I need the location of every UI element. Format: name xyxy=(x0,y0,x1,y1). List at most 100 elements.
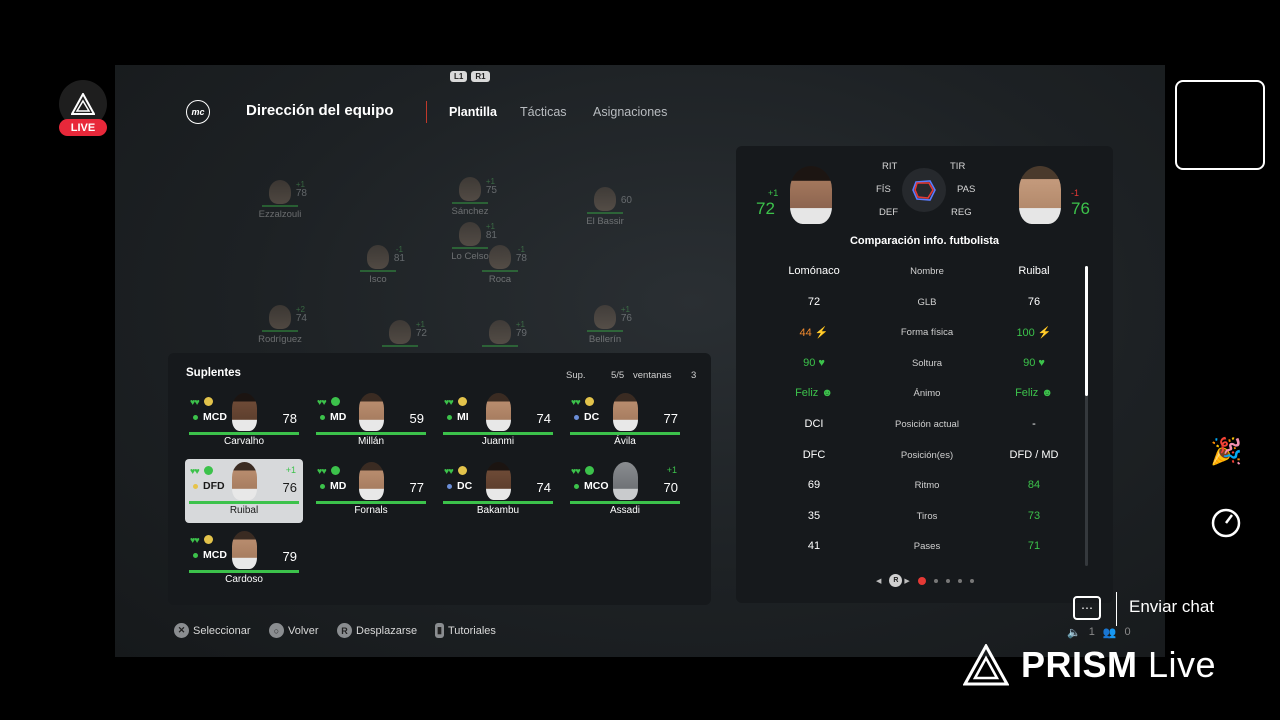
row-label: Pases xyxy=(913,541,941,553)
sub-player-card[interactable]: ♥♥ MI 74 Juanmi xyxy=(439,390,557,454)
radar-chart xyxy=(902,168,946,212)
comparison-scrollbar-track[interactable] xyxy=(1085,266,1088,566)
pager-left-arrow-icon[interactable]: ◀ xyxy=(876,577,882,585)
fitness-bar xyxy=(316,432,426,435)
left-value: 72 xyxy=(807,295,821,308)
chemistry-hearts-icon: ♥♥ xyxy=(190,466,200,476)
sub-player-card[interactable]: ♥♥ MD 77 Fornals xyxy=(312,459,430,523)
player-face xyxy=(269,180,291,204)
sub-player-card[interactable]: ♥♥ MCO +1 70 Assadi xyxy=(566,459,684,523)
sub-player-card[interactable]: ♥♥ MD 59 Millán xyxy=(312,390,430,454)
sub-player-card[interactable]: ♥♥ MCD 79 Cardoso xyxy=(185,528,303,592)
right-player-portrait xyxy=(1019,166,1061,224)
pitch-player[interactable]: -1 78 Roca xyxy=(465,245,535,285)
comparison-row: 35 Tiros 73 xyxy=(736,510,1086,530)
player-rating: 70 xyxy=(663,480,678,495)
status-dot xyxy=(320,484,325,489)
pitch-player[interactable]: +1 72 xyxy=(365,320,435,349)
pitch-player[interactable]: +1 78 Ezzalzouli xyxy=(245,180,315,220)
player-face xyxy=(594,305,616,329)
player-rating: 77 xyxy=(663,411,678,426)
status-dot xyxy=(574,415,579,420)
career-mode-logo: mc xyxy=(186,100,210,124)
player-bar xyxy=(262,205,298,207)
status-dot xyxy=(193,415,198,420)
pitch-player[interactable]: +2 74 Rodríguez xyxy=(245,305,315,345)
player-position: DC xyxy=(457,480,473,492)
mood-icon xyxy=(585,397,594,406)
hint-select[interactable]: ✕ Seleccionar xyxy=(174,623,250,638)
player-portrait xyxy=(359,393,384,431)
player-rating: 74 xyxy=(536,480,551,495)
player-position: MCD xyxy=(203,411,227,423)
pager-right-arrow-icon[interactable]: ▶ xyxy=(904,577,910,585)
pager-dot[interactable] xyxy=(957,578,962,583)
right-value: Feliz ☻ xyxy=(1015,387,1053,400)
timer-icon[interactable] xyxy=(1210,506,1242,545)
sub-player-card[interactable]: ♥♥ DC 74 Bakambu xyxy=(439,459,557,523)
pager-dot[interactable] xyxy=(945,578,950,583)
comparison-row: Feliz ☻ Ánimo Feliz ☻ xyxy=(736,387,1086,407)
comparison-scrollbar-thumb[interactable] xyxy=(1085,266,1088,396)
left-player-rating: 72 xyxy=(756,199,775,218)
follower-count: 0 xyxy=(1124,626,1131,638)
right-value: 90 ♥ xyxy=(1023,356,1045,369)
player-name: Lo Celso xyxy=(451,251,489,262)
player-bar xyxy=(482,345,518,347)
right-value: 84 xyxy=(1027,479,1041,492)
chat-icon[interactable]: ⋯ xyxy=(1073,596,1101,620)
chemistry-hearts-icon: ♥♥ xyxy=(444,466,454,476)
pager-dot-active[interactable] xyxy=(917,576,926,585)
player-name: Ruibal xyxy=(229,505,259,516)
send-chat-button[interactable]: Enviar chat xyxy=(1129,597,1215,616)
sub-player-card[interactable]: ♥♥ MCD 78 Carvalho xyxy=(185,390,303,454)
game-window: L1 R1 mc Dirección del equipo Plantilla … xyxy=(115,65,1165,657)
hint-back-label: Volver xyxy=(288,624,319,637)
comparison-row: Lomónaco Nombre Ruibal xyxy=(736,265,1086,285)
row-label: Ritmo xyxy=(914,480,940,492)
player-portrait xyxy=(486,393,511,431)
comparison-row: DCI Posición actual - xyxy=(736,418,1086,438)
chemistry-hearts-icon: ♥♥ xyxy=(317,397,327,407)
hint-tutorials[interactable]: ▮ Tutoriales xyxy=(435,623,496,638)
hint-scroll[interactable]: R Desplazarse xyxy=(337,623,417,638)
pager-dot[interactable] xyxy=(969,578,974,583)
right-stick-icon: R xyxy=(337,623,352,638)
player-rating: 74 xyxy=(295,313,307,324)
l1-button-icon[interactable]: L1 xyxy=(450,71,468,82)
camera-preview[interactable] xyxy=(1175,80,1265,170)
player-mod: -1 xyxy=(517,245,525,254)
party-popper-icon[interactable]: 🎉 xyxy=(1210,436,1243,466)
attr-fis: FÍS xyxy=(876,184,891,195)
sub-player-card[interactable]: ♥♥ DFD +1 76 Ruibal xyxy=(185,459,303,523)
pitch-player[interactable]: +1 81 Lo Celso xyxy=(435,222,505,262)
player-bar xyxy=(587,212,623,214)
r1-button-icon[interactable]: R1 xyxy=(471,71,490,82)
pitch-player[interactable]: +1 75 Sánchez xyxy=(435,177,505,217)
mood-icon xyxy=(204,466,213,475)
left-value: 35 xyxy=(807,509,821,522)
pager-dot[interactable] xyxy=(933,578,938,583)
chemistry-hearts-icon: ♥♥ xyxy=(190,535,200,545)
sub-player-card[interactable]: ♥♥ DC 77 Ávila xyxy=(566,390,684,454)
status-dot xyxy=(320,415,325,420)
player-mod: +1 xyxy=(515,320,525,329)
player-rating: 59 xyxy=(409,411,424,426)
player-rating: 60 xyxy=(620,195,632,206)
prism-live-watermark: PRISM Live xyxy=(963,644,1216,686)
tab-tacticas[interactable]: Tácticas xyxy=(520,105,567,119)
pitch-player[interactable]: +1 76 Bellerín xyxy=(570,305,640,345)
windows-label: ventanas xyxy=(633,370,672,381)
pitch-player[interactable]: 60 El Bassir xyxy=(570,187,640,227)
pitch-player[interactable]: +1 79 xyxy=(465,320,535,349)
fitness-bar xyxy=(443,501,553,504)
left-value: Feliz ☻ xyxy=(795,387,833,400)
tab-plantilla[interactable]: Plantilla xyxy=(449,105,497,119)
hint-back[interactable]: ○ Volver xyxy=(269,623,319,638)
hint-tutorials-label: Tutoriales xyxy=(448,624,496,637)
comparison-pager[interactable]: ◀ R ▶ xyxy=(876,574,974,587)
pitch-player[interactable]: -1 81 Isco xyxy=(343,245,413,285)
r-stick-icon[interactable]: R xyxy=(889,574,903,587)
player-name: Millán xyxy=(357,436,385,447)
tab-asignaciones[interactable]: Asignaciones xyxy=(593,105,668,119)
